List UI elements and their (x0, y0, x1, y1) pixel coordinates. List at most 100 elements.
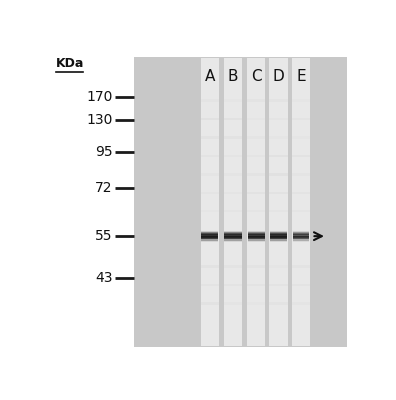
Bar (270, 238, 287, 239)
Bar (247, 210, 265, 212)
Bar (201, 235, 218, 236)
Text: 130: 130 (86, 113, 112, 127)
Bar (293, 234, 309, 235)
Bar (225, 240, 242, 241)
Bar (200, 58, 219, 346)
Text: B: B (228, 68, 238, 84)
Bar (200, 173, 219, 176)
Bar (201, 231, 218, 232)
Bar (248, 231, 265, 232)
Bar (270, 236, 287, 237)
Bar (224, 265, 242, 268)
Bar (201, 239, 218, 240)
Bar (225, 236, 242, 237)
Bar (201, 235, 218, 236)
Bar (248, 239, 265, 240)
Bar (270, 231, 287, 232)
Bar (248, 238, 265, 239)
Text: E: E (296, 68, 306, 84)
Bar (201, 231, 218, 232)
Bar (293, 237, 309, 238)
Bar (247, 155, 265, 157)
Bar (293, 241, 309, 242)
Bar (201, 236, 218, 237)
Bar (201, 238, 218, 239)
Bar (225, 231, 242, 232)
Bar (248, 236, 265, 237)
Bar (270, 237, 287, 238)
Bar (247, 136, 265, 139)
Bar (200, 136, 219, 139)
Bar (248, 231, 265, 232)
Bar (269, 155, 287, 157)
Bar (134, 57, 347, 347)
Bar (200, 302, 219, 304)
Bar (225, 237, 242, 238)
Bar (201, 232, 218, 233)
Bar (200, 284, 219, 286)
Bar (269, 302, 287, 304)
Bar (248, 239, 265, 240)
Bar (292, 302, 310, 304)
Bar (224, 58, 242, 346)
Bar (224, 155, 242, 157)
Bar (269, 210, 287, 212)
Bar (293, 234, 309, 235)
Bar (292, 265, 310, 268)
Bar (269, 58, 287, 346)
Bar (293, 236, 309, 237)
Bar (293, 238, 309, 239)
Bar (293, 240, 309, 241)
Bar (270, 240, 287, 241)
Bar (247, 284, 265, 286)
Bar (247, 192, 265, 194)
Bar (293, 235, 309, 236)
Bar (248, 235, 265, 236)
Bar (293, 231, 309, 232)
Bar (248, 233, 265, 234)
Bar (201, 238, 218, 239)
Bar (225, 241, 242, 242)
Bar (292, 192, 310, 194)
Bar (225, 239, 242, 240)
Bar (201, 234, 218, 235)
Bar (200, 100, 219, 102)
Bar (225, 234, 242, 235)
Bar (224, 100, 242, 102)
Bar (270, 233, 287, 234)
Bar (292, 155, 310, 157)
Bar (201, 241, 218, 242)
Bar (292, 173, 310, 176)
Bar (270, 238, 287, 239)
Bar (293, 238, 309, 239)
Text: KDa: KDa (55, 57, 84, 70)
Bar (292, 210, 310, 212)
Text: 170: 170 (86, 90, 112, 104)
Bar (269, 265, 287, 268)
Text: 55: 55 (95, 229, 112, 243)
Bar (200, 265, 219, 268)
Bar (225, 238, 242, 239)
Bar (292, 58, 310, 346)
Bar (200, 192, 219, 194)
Bar (224, 210, 242, 212)
Bar (247, 118, 265, 120)
Bar (292, 100, 310, 102)
Bar (225, 234, 242, 235)
Bar (201, 240, 218, 241)
Bar (270, 235, 287, 236)
Bar (247, 302, 265, 304)
Bar (247, 265, 265, 268)
Text: C: C (251, 68, 261, 84)
Bar (224, 173, 242, 176)
Bar (248, 238, 265, 239)
Bar (200, 155, 219, 157)
Bar (247, 173, 265, 176)
Bar (292, 284, 310, 286)
Text: 95: 95 (95, 145, 112, 159)
Bar (200, 210, 219, 212)
Bar (248, 234, 265, 235)
Bar (225, 233, 242, 234)
Bar (225, 231, 242, 232)
Bar (224, 118, 242, 120)
